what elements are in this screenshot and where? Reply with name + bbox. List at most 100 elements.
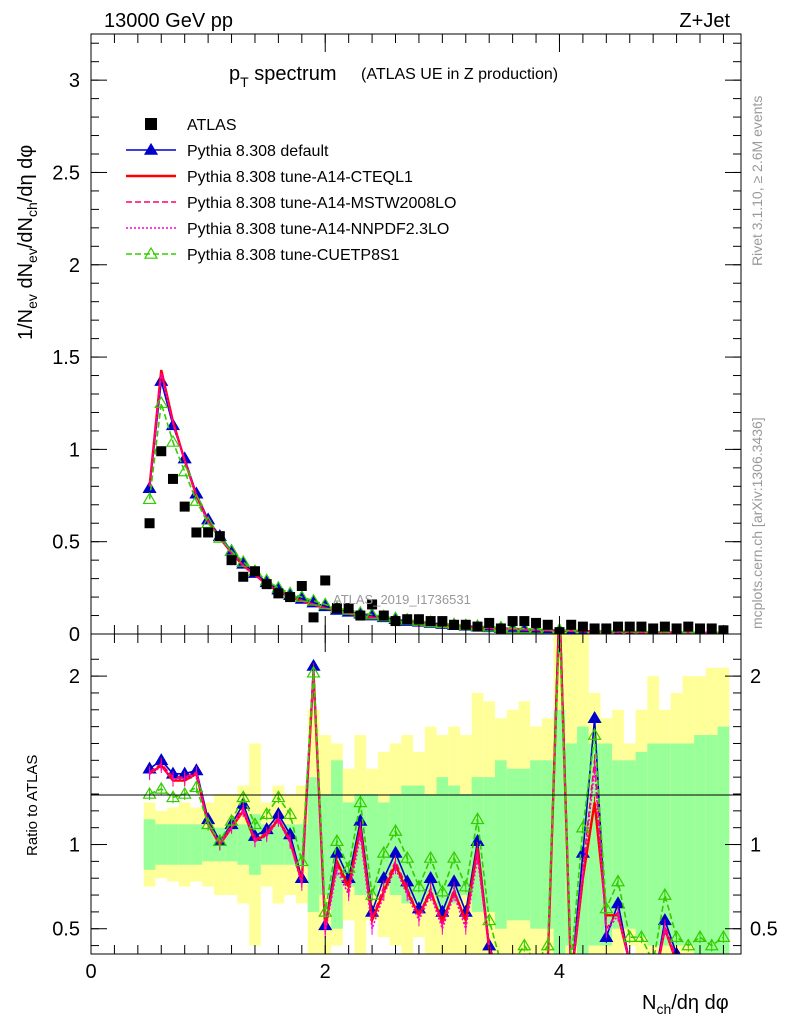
series-marker: [189, 493, 204, 506]
x-tick-label: 4: [554, 961, 565, 983]
ratio-marker: [495, 956, 507, 966]
band-inner: [272, 824, 285, 865]
series-marker: [154, 396, 169, 409]
atlas-data-point: [226, 555, 237, 566]
ratio-marker: [283, 807, 298, 820]
energy-label: 13000 GeV pp: [104, 10, 233, 32]
band-inner: [577, 726, 589, 954]
band-inner: [518, 768, 531, 921]
ratio-marker: [717, 956, 729, 966]
band-inner: [588, 743, 601, 946]
x-tick-label: 0: [85, 961, 96, 983]
ratio-marker: [507, 956, 519, 966]
ratio-marker: [411, 879, 426, 892]
ratio-marker: [540, 938, 555, 951]
ratio-marker: [458, 879, 473, 892]
band-inner: [307, 777, 320, 912]
series-marker: [306, 593, 321, 606]
ratio-marker: [495, 973, 507, 983]
ratio-marker: [294, 854, 309, 867]
legend-marker: [143, 246, 159, 259]
y-tick-label: 2.5: [52, 162, 80, 184]
atlas-data-point: [683, 621, 694, 632]
atlas-data-point: [613, 621, 624, 632]
band-inner: [448, 785, 460, 904]
ratio-marker: [165, 790, 181, 803]
ratio-marker: [423, 850, 438, 863]
ratio-marker: [634, 929, 649, 942]
atlas-data-point: [378, 610, 389, 621]
ratio-marker: [624, 956, 636, 966]
ratio-tick-label: 1: [69, 835, 80, 857]
series-marker: [517, 621, 532, 634]
ratio-marker: [177, 786, 192, 799]
ratio-tick-label-right: 2: [750, 666, 761, 688]
ratio-marker: [565, 973, 577, 983]
band-inner: [612, 760, 624, 929]
atlas-data-point: [413, 614, 424, 625]
ratio-marker: [388, 823, 403, 836]
ratio-marker: [353, 795, 368, 808]
x-tick-label: 2: [320, 961, 331, 983]
ratio-marker: [692, 929, 708, 942]
main-series: [142, 369, 729, 634]
band-inner: [483, 777, 496, 912]
ratio-marker: [610, 874, 626, 887]
band-inner: [401, 785, 414, 904]
ratio-marker: [482, 913, 497, 926]
atlas-data-point: [531, 617, 542, 628]
atlas-data-point: [367, 599, 378, 610]
ratio-marker: [530, 956, 542, 966]
legend-label: Pythia 8.308 tune-CUETP8S1: [187, 247, 400, 264]
series-marker: [177, 464, 192, 477]
ratio-marker: [635, 956, 647, 966]
atlas-data-point: [659, 621, 670, 632]
ratio-marker: [518, 956, 530, 966]
y-tick-label: 3: [69, 70, 80, 92]
ratio-marker: [587, 727, 602, 740]
legend-label: ATLAS: [187, 117, 237, 134]
ratio-series-line: [149, 634, 675, 954]
band-inner: [155, 824, 168, 865]
y-tick-label: 1.5: [52, 347, 80, 369]
ratio-tick-label-right: 0.5: [750, 919, 778, 941]
atlas-data-point: [706, 623, 717, 634]
ratio-marker: [400, 850, 415, 863]
ratio-marker: [507, 973, 519, 983]
atlas-data-point: [437, 616, 448, 627]
legend: ATLAS Pythia 8.308 default Pythia 8.308 tu…: [126, 117, 456, 264]
band-inner: [670, 743, 683, 946]
ratio-tick-label: 2: [69, 666, 80, 688]
series-marker: [236, 554, 251, 567]
ratio-marker: [142, 786, 157, 799]
series-line: [148, 371, 724, 634]
atlas-data-point: [144, 518, 155, 529]
atlas-data-point: [355, 610, 366, 621]
atlas-data-point: [390, 616, 401, 627]
ratio-marker: [647, 956, 659, 966]
ratio-marker: [259, 807, 274, 820]
ratio-marker: [553, 586, 565, 596]
atlas-data-point: [542, 619, 553, 630]
band-inner: [413, 785, 425, 904]
ratio-marker: [365, 887, 380, 900]
atlas-data-point: [589, 623, 600, 634]
ratio-tick-label-right: 1: [750, 835, 761, 857]
band-inner: [354, 794, 367, 896]
atlas-data-point: [191, 527, 202, 538]
band-inner: [237, 824, 250, 865]
rivet-label: Rivet 3.1.10, ≥ 2.6M events: [749, 96, 765, 266]
atlas-data-point: [425, 616, 436, 627]
atlas-data-point: [566, 619, 577, 630]
analysis-watermark: ATLAS_2019_I1736531: [333, 592, 471, 607]
band-inner: [143, 819, 156, 870]
ratio-marker: [694, 956, 706, 966]
ratio-uncertainty-bands: [143, 634, 730, 954]
ratio-marker: [704, 938, 719, 951]
band-inner: [295, 824, 308, 865]
ratio-marker: [201, 817, 216, 830]
title-word: spectrum: [249, 63, 337, 85]
y-tick-label: 2: [69, 255, 80, 277]
ratio-tick-label: 0.5: [52, 919, 80, 941]
atlas-data-point: [460, 619, 471, 630]
